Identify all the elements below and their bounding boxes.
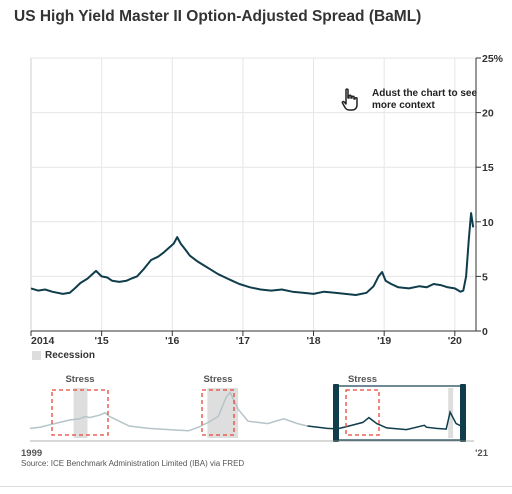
stress-label: Stress <box>65 374 94 385</box>
pointing-hand-icon <box>340 88 360 112</box>
y-tick-label: 10 <box>482 217 494 229</box>
x-tick-label: '18 <box>306 335 320 347</box>
x-tick-label: '16 <box>165 335 179 347</box>
y-tick-label: 20 <box>482 108 494 120</box>
recession-band <box>73 388 88 438</box>
x-tick-label: 2014 <box>31 335 55 347</box>
spread-line <box>30 212 475 296</box>
recession-band <box>207 388 239 438</box>
x-tick-label: '20 <box>448 335 462 347</box>
stress-label: Stress <box>203 374 232 385</box>
x-tick-label: '19 <box>377 335 391 347</box>
footer-divider <box>0 486 512 487</box>
source-note: Source: ICE Benchmark Administration Lim… <box>21 459 245 468</box>
recession-label: Recession <box>45 350 96 361</box>
overview-history-line <box>29 391 308 432</box>
y-tick-label: 25% <box>482 53 504 65</box>
stress-box <box>201 389 235 436</box>
selection-handle-right[interactable] <box>460 384 466 442</box>
x-tick-label: '17 <box>236 335 250 347</box>
y-tick-label: 15 <box>482 162 494 174</box>
stress-box <box>345 389 380 436</box>
x-tick-label: '15 <box>95 335 109 347</box>
stress-label: Stress <box>348 374 377 385</box>
chart-hint: Adust the chart to see more context <box>372 88 478 111</box>
chart-title: US High Yield Master II Option-Adjusted … <box>14 8 422 25</box>
recession-legend: Recession <box>32 350 95 361</box>
stress-box <box>51 389 109 436</box>
selection-window <box>335 385 464 441</box>
overview-end-label: '21 <box>475 448 489 459</box>
y-tick-label: 5 <box>482 271 488 283</box>
selection-handle-left[interactable] <box>333 384 339 442</box>
overview-start-label: 1999 <box>21 448 42 459</box>
overview-selected-line <box>307 409 467 431</box>
y-tick-label: 0 <box>482 326 488 338</box>
recession-swatch <box>32 351 41 360</box>
